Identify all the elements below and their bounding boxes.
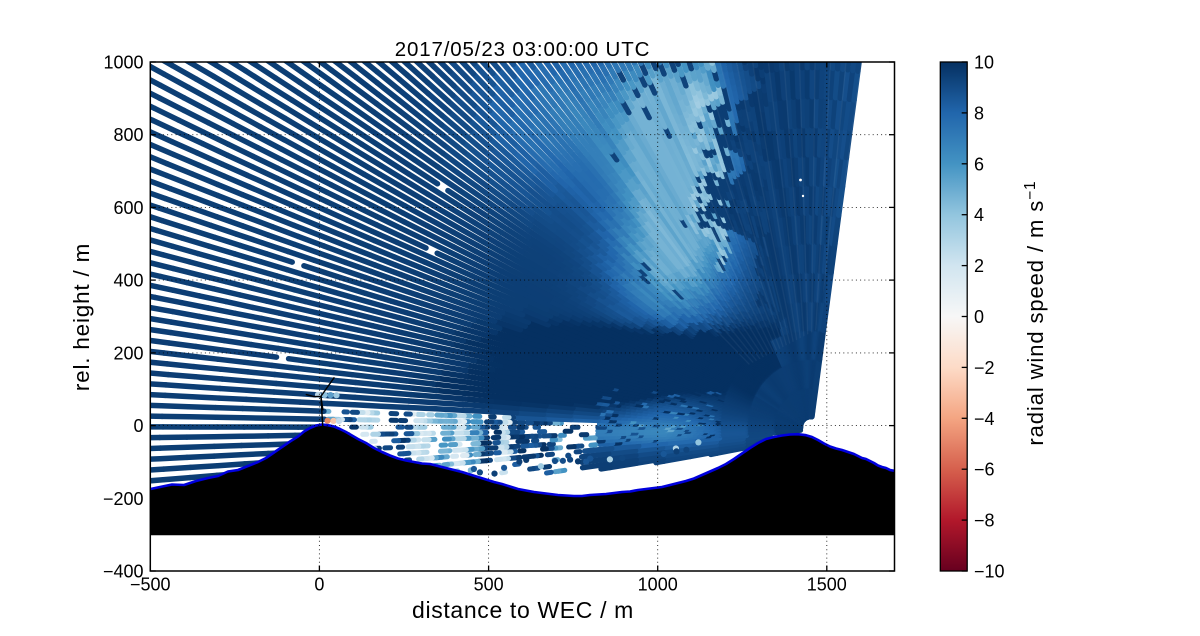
svg-text:−8: −8 xyxy=(974,511,995,531)
svg-text:6: 6 xyxy=(974,154,984,174)
svg-text:−400: −400 xyxy=(103,562,144,582)
svg-text:1500: 1500 xyxy=(807,575,847,595)
svg-text:0: 0 xyxy=(314,575,324,595)
svg-text:10: 10 xyxy=(974,53,994,73)
svg-text:8: 8 xyxy=(974,103,984,123)
svg-text:radial wind speed / m s−1: radial wind speed / m s−1 xyxy=(1022,180,1049,445)
svg-text:−10: −10 xyxy=(974,562,1005,582)
svg-text:1000: 1000 xyxy=(638,575,678,595)
svg-text:4: 4 xyxy=(974,205,984,225)
svg-text:rel. height / m: rel. height / m xyxy=(69,243,94,391)
svg-text:−500: −500 xyxy=(130,575,171,595)
svg-text:distance to WEC / m: distance to WEC / m xyxy=(412,597,634,623)
svg-text:200: 200 xyxy=(113,343,143,363)
svg-text:−200: −200 xyxy=(103,489,144,509)
svg-text:800: 800 xyxy=(113,125,143,145)
svg-text:−2: −2 xyxy=(974,358,995,378)
svg-text:2: 2 xyxy=(974,256,984,276)
svg-text:600: 600 xyxy=(113,198,143,218)
svg-text:0: 0 xyxy=(974,307,984,327)
svg-text:1000: 1000 xyxy=(103,53,143,73)
svg-text:0: 0 xyxy=(133,416,143,436)
svg-text:−4: −4 xyxy=(974,409,995,429)
svg-text:−6: −6 xyxy=(974,460,995,480)
svg-text:500: 500 xyxy=(474,575,504,595)
svg-text:400: 400 xyxy=(113,271,143,291)
svg-text:2017/05/23 03:00:00 UTC: 2017/05/23 03:00:00 UTC xyxy=(395,38,650,61)
